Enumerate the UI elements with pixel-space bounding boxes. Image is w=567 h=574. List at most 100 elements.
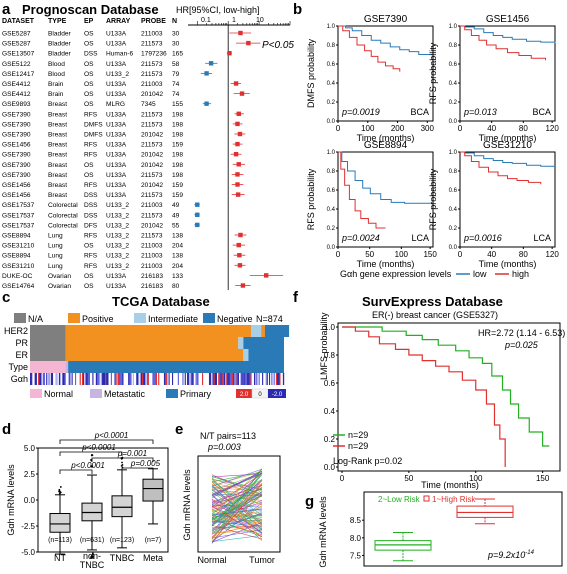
tcga-gah-cell bbox=[155, 373, 156, 385]
forest-row-cell: 55 bbox=[172, 222, 180, 229]
tcga-gah-cell bbox=[172, 373, 173, 385]
tcga-gah-cell bbox=[55, 373, 56, 385]
panel-g: g Gαh mRNA levels 8.58.07.5 2~Low Risk 1… bbox=[305, 492, 562, 568]
forest-row-cell: Breast bbox=[48, 101, 67, 108]
tcga-gah-cell bbox=[256, 373, 257, 385]
tcga-gah-cell bbox=[132, 373, 133, 385]
tcga-gah-cell bbox=[259, 373, 260, 385]
tcga-gah-cell bbox=[239, 373, 240, 385]
tcga-gah-cell bbox=[142, 373, 143, 385]
tcga-gah-cell bbox=[202, 373, 203, 385]
forest-tick-0-1: 0.1 bbox=[201, 17, 211, 24]
forest-row-cell: 198 bbox=[172, 121, 183, 128]
tcga-gah-cell bbox=[147, 373, 148, 385]
tcga-row-label: Type bbox=[8, 362, 28, 372]
forest-row-cell: U133A bbox=[106, 273, 127, 280]
forest-point bbox=[237, 162, 241, 166]
km-title: GSE7390 bbox=[364, 14, 408, 25]
tcga-gah-cell bbox=[94, 373, 95, 385]
tcga-gah-cell bbox=[272, 373, 273, 385]
tcga-gah-cell bbox=[143, 373, 144, 385]
tcga-gah-cell bbox=[225, 373, 226, 385]
forest-row-cell: 138 bbox=[172, 253, 183, 260]
km-xtick-label: 0 bbox=[458, 124, 463, 133]
forest-row-cell: Breast bbox=[48, 172, 67, 179]
d-boxplot: 5.02.50.0-2.5-5.0(n=113)(n=631)(n=123)(n… bbox=[21, 431, 168, 569]
d-group-label: NT bbox=[54, 553, 66, 563]
forest-row-cell: Bladder bbox=[48, 51, 72, 58]
d-group-label: TNBC bbox=[110, 553, 135, 563]
km-ytick-label: 0.8 bbox=[449, 43, 458, 49]
f-xtick-label: 0 bbox=[340, 474, 345, 483]
forest-row-cell: RFS bbox=[84, 182, 98, 189]
km-ytick-label: 0.0 bbox=[449, 245, 458, 251]
tcga-gah-cell bbox=[66, 373, 67, 385]
tcga-gah-cell bbox=[193, 373, 194, 385]
tcga-gah-cell bbox=[38, 373, 39, 385]
forest-row-cell: GSE17537 bbox=[2, 202, 35, 209]
forest-row-cell: OS bbox=[84, 273, 94, 280]
tcga-gah-cell bbox=[50, 373, 51, 385]
tcga-row-label: ER bbox=[15, 350, 28, 360]
forest-row-cell: U133_2 bbox=[106, 71, 129, 78]
tcga-scale-label: -2.0 bbox=[272, 392, 283, 398]
forest-header-cell: EP bbox=[84, 18, 94, 25]
forest-row-cell: 211573 bbox=[141, 41, 163, 48]
d-outlier bbox=[60, 486, 62, 488]
forest-point bbox=[246, 41, 250, 45]
tcga-gah-cell bbox=[37, 373, 38, 385]
tcga-gah-cell bbox=[205, 373, 206, 385]
tcga-legend-label: N/A bbox=[28, 314, 43, 324]
tcga-gah-cell bbox=[175, 373, 176, 385]
tcga-cell bbox=[66, 361, 69, 373]
tcga-gah-cell bbox=[115, 373, 116, 385]
forest-row-cell: 211573 bbox=[141, 111, 163, 118]
forest-row-cell: DSS bbox=[84, 212, 98, 219]
tcga-gah-cell bbox=[110, 373, 111, 385]
tcga-gah-cell bbox=[157, 373, 158, 385]
tcga-cell bbox=[238, 337, 243, 349]
tcga-gah-cell bbox=[208, 373, 209, 385]
tcga-gah-cell bbox=[224, 373, 225, 385]
forest-row-cell: GSE5287 bbox=[2, 31, 31, 38]
tcga-gah-cell bbox=[248, 373, 249, 385]
g-ytick-label: 7.5 bbox=[350, 551, 362, 560]
f-ytick-label: 0.2 bbox=[324, 435, 336, 444]
forest-point bbox=[234, 81, 238, 85]
panel-f: f SurvExpress Database ER(-) breast canc… bbox=[293, 289, 565, 490]
forest-point bbox=[195, 223, 199, 227]
km-ytick-label: 0.2 bbox=[327, 100, 336, 106]
tcga-gah-cell bbox=[170, 373, 171, 385]
km-legend-low: low bbox=[473, 269, 487, 279]
forest-row-cell: U133A bbox=[106, 192, 127, 199]
tcga-gah-cell bbox=[240, 373, 241, 385]
forest-row-cell: 211003 bbox=[141, 243, 163, 250]
panel-f-subtitle: ER(-) breast cancer (GSE5327) bbox=[372, 310, 498, 320]
f-xtick-label: 50 bbox=[404, 474, 413, 483]
km-ytick-label: 0.8 bbox=[327, 43, 336, 49]
d-outlier bbox=[58, 489, 60, 491]
d-n-label: (n=123) bbox=[110, 537, 134, 544]
tcga-legend-swatch bbox=[14, 313, 26, 323]
forest-point bbox=[235, 122, 239, 126]
forest-axis-title: HR[95%CI, low-high] bbox=[176, 5, 260, 15]
forest-row-cell: Blood bbox=[48, 71, 65, 78]
tcga-gah-cell bbox=[204, 373, 205, 385]
forest-row-cell: U133_2 bbox=[106, 222, 129, 229]
forest-row-cell: GSE1456 bbox=[2, 142, 31, 149]
forest-row-cell: GSE13507 bbox=[2, 51, 35, 58]
km-ytick-label: 0.4 bbox=[327, 81, 336, 87]
tcga-gah-cell bbox=[76, 373, 77, 385]
forest-point bbox=[238, 263, 242, 267]
tcga-gah-cell bbox=[278, 373, 279, 385]
forest-row-cell: GSE5287 bbox=[2, 41, 31, 48]
tcga-gah-cell bbox=[118, 373, 119, 385]
tcga-gah-cell bbox=[69, 373, 70, 385]
forest-point bbox=[227, 51, 231, 55]
tcga-gah-cell bbox=[45, 373, 46, 385]
forest-row-cell: 198 bbox=[172, 132, 183, 139]
tcga-gah-cell bbox=[283, 373, 284, 385]
tcga-gah-cell bbox=[184, 373, 185, 385]
tcga-gah-cell bbox=[271, 373, 272, 385]
